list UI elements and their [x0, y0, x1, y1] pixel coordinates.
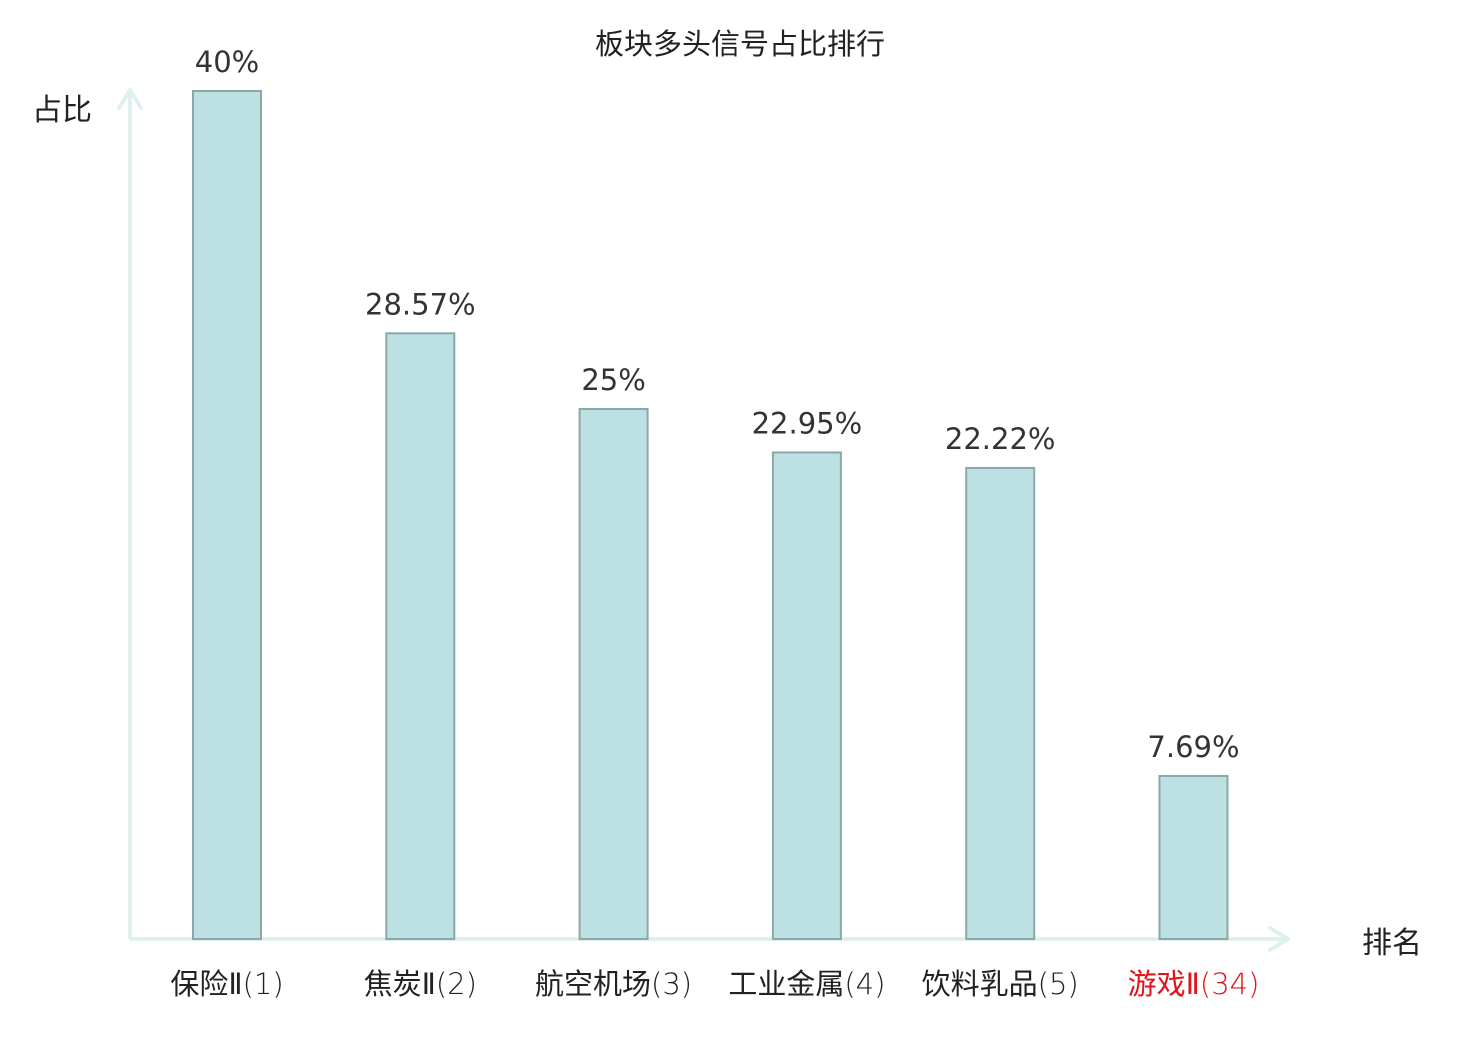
x-axis-arrow: [1268, 926, 1290, 952]
category-name: 饮料乳品: [922, 967, 1038, 1001]
bar: [192, 90, 262, 940]
category-label: 饮料乳品(5): [922, 967, 1079, 1001]
category-label: 焦炭Ⅱ(2): [364, 967, 477, 1001]
category-name: 游戏Ⅱ: [1128, 967, 1200, 1001]
category-labels-group: 保险Ⅱ(1) 焦炭Ⅱ(2) 航空机场(3) 工业金属(4) 饮料乳品(5) 游戏Ⅱ(34): [170, 967, 1259, 1001]
category-name: 工业金属: [728, 967, 844, 1001]
data-label: 25%: [581, 363, 645, 397]
category-rank: (1): [243, 967, 284, 1001]
category-rank: (34): [1200, 967, 1260, 1001]
axes: [117, 88, 1290, 952]
category-rank: (5): [1038, 967, 1079, 1001]
bars-group: [192, 90, 1229, 941]
category-name: 焦炭Ⅱ: [364, 967, 436, 1001]
y-axis-label: 占比: [32, 93, 92, 128]
data-label: 22.22%: [945, 422, 1056, 456]
data-label: 28.57%: [365, 287, 476, 321]
y-axis-arrow: [117, 88, 143, 110]
bar: [578, 408, 649, 940]
data-label: 22.95%: [752, 406, 863, 440]
data-label: 7.69%: [1147, 730, 1239, 764]
bar: [965, 466, 1036, 940]
x-axis-label: 排名: [1362, 926, 1422, 961]
bar: [385, 332, 456, 941]
category-label: 保险Ⅱ(1): [170, 967, 283, 1001]
bar: [1158, 774, 1229, 940]
value-labels-group: 40% 28.57% 25% 22.95% 22.22% 7.69%: [195, 45, 1240, 764]
category-name: 航空机场: [535, 967, 651, 1001]
chart-title: 板块多头信号占比排行: [595, 27, 885, 61]
category-label: 工业金属(4): [728, 967, 885, 1001]
category-rank: (4): [844, 967, 885, 1001]
category-rank: (2): [436, 967, 477, 1001]
category-label: 游戏Ⅱ(34): [1128, 967, 1260, 1001]
category-name: 保险Ⅱ: [170, 967, 242, 1001]
category-label: 航空机场(3): [535, 967, 692, 1001]
data-label: 40%: [195, 45, 259, 79]
category-rank: (3): [651, 967, 692, 1001]
bar: [771, 451, 842, 940]
